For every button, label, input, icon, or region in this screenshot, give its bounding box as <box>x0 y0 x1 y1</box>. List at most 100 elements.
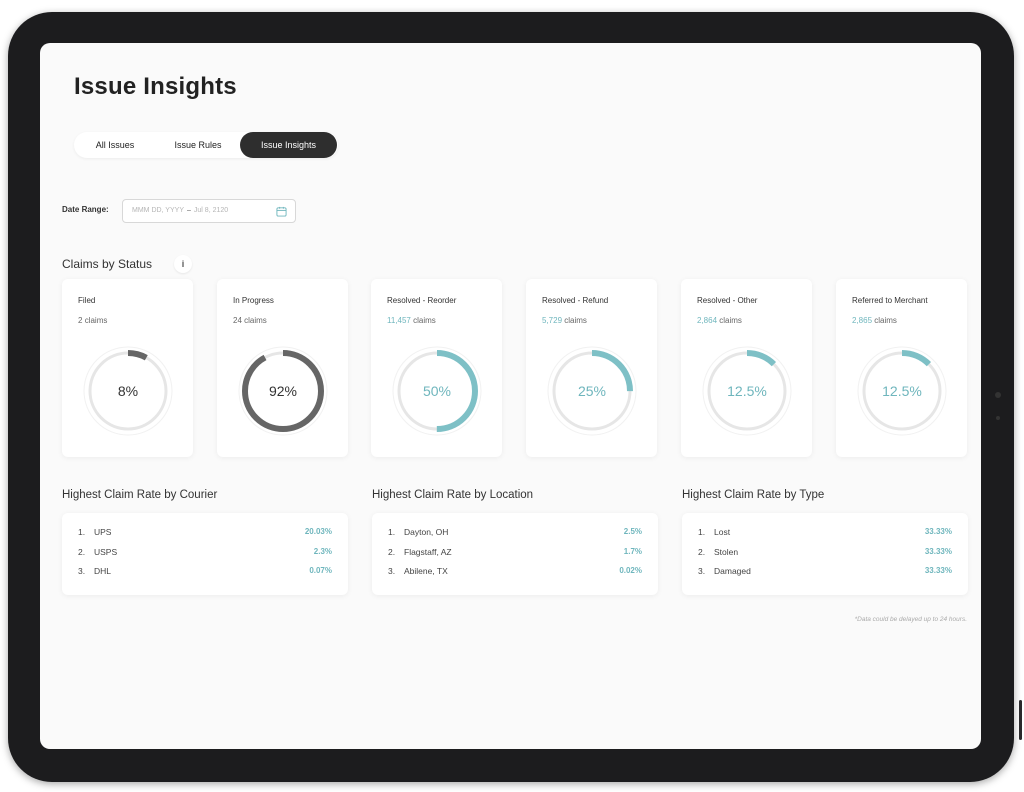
date-range-text: MMM DD, YYYY – Jul 8, 2120 <box>132 207 228 214</box>
list-item[interactable]: 2. USPS 2.3% <box>78 547 332 561</box>
claim-count: 11,457 <box>387 316 411 325</box>
status-card[interactable]: Filed 2 claims 8% <box>62 279 193 457</box>
tab-issue-rules[interactable]: Issue Rules <box>174 140 222 150</box>
claim-rate-title: Highest Claim Rate by Courier <box>62 489 218 501</box>
list-item[interactable]: 2. Stolen 33.33% <box>698 547 952 561</box>
ring-percent-label: 12.5% <box>882 383 922 399</box>
claim-rate-card: 1. Dayton, OH 2.5% 2. Flagstaff, AZ 1.7% 3. Abi… <box>372 513 658 595</box>
status-card-count: 2 claims <box>78 316 107 325</box>
status-card-count: 2,864 claims <box>697 316 742 325</box>
claim-count: 2,864 <box>697 316 718 325</box>
ring-outer-track <box>83 346 173 436</box>
list-item-name: Abilene, TX <box>404 566 448 576</box>
claim-unit: claims <box>564 316 587 325</box>
status-card[interactable]: Resolved - Refund 5,729 claims 25% <box>526 279 657 457</box>
calendar-icon[interactable] <box>276 206 287 217</box>
ring-outer-track <box>547 346 637 436</box>
list-item-rate: 33.33% <box>924 566 952 575</box>
status-card[interactable]: Resolved - Reorder 11,457 claims 50% <box>371 279 502 457</box>
ring-progress <box>87 350 169 432</box>
list-item-index: 1. <box>78 527 86 537</box>
list-item-index: 2. <box>698 546 706 557</box>
list-item-index: 2. <box>78 546 86 557</box>
tab-issue-insights[interactable]: Issue Insights <box>240 132 337 158</box>
list-item-index: 1. <box>388 527 396 537</box>
status-card-title: Resolved - Reorder <box>387 296 457 305</box>
status-card-title: Filed <box>78 296 96 305</box>
list-item-rate: 0.07% <box>309 566 332 575</box>
status-card[interactable]: In Progress 24 claims 92% <box>217 279 348 457</box>
ring-outer-track <box>702 346 792 436</box>
claim-count: 2 <box>78 316 83 325</box>
progress-ring <box>238 346 328 436</box>
status-card-count: 2,865 claims <box>852 316 897 325</box>
list-item-rate: 0.02% <box>619 566 642 575</box>
status-card-title: Referred to Merchant <box>852 296 928 305</box>
list-item[interactable]: 3. Damaged 33.33% <box>698 566 952 580</box>
progress-ring <box>547 346 637 436</box>
claim-count: 2,865 <box>852 316 873 325</box>
list-item-rate: 33.33% <box>924 546 952 556</box>
list-item-rate: 1.7% <box>623 546 642 556</box>
list-item-name: Stolen <box>714 546 739 557</box>
list-item-index: 3. <box>388 566 396 576</box>
list-item-name: USPS <box>94 546 118 557</box>
list-item[interactable]: 1. Dayton, OH 2.5% <box>388 527 642 541</box>
claim-unit: claims <box>719 316 742 325</box>
data-delay-footnote: *Data could be delayed up to 24 hours. <box>854 616 967 623</box>
list-item[interactable]: 2. Flagstaff, AZ 1.7% <box>388 547 642 561</box>
claim-unit: claims <box>413 316 436 325</box>
claim-rate-card: 1. Lost 33.33% 2. Stolen 33.33% 3. Damaged 33.33… <box>682 513 968 595</box>
list-item-name: DHL <box>94 566 112 576</box>
info-icon[interactable]: i <box>174 255 192 273</box>
status-card-title: Resolved - Refund <box>542 296 609 305</box>
tab-all-issues[interactable]: All Issues <box>95 140 135 150</box>
date-separator: – <box>187 207 191 214</box>
status-card-count: 24 claims <box>233 316 267 325</box>
list-item[interactable]: 3. DHL 0.07% <box>78 566 332 580</box>
tablet-side-button <box>1019 700 1022 740</box>
tab-bar: All Issues Issue Rules Issue Insights <box>74 132 338 158</box>
tablet-sensor <box>996 416 1000 420</box>
ring-progress <box>242 350 324 432</box>
status-card-count: 11,457 claims <box>387 316 436 325</box>
list-item-name: UPS <box>94 527 112 537</box>
claim-rate-title: Highest Claim Rate by Type <box>682 489 825 501</box>
list-item-index: 3. <box>78 566 86 576</box>
date-range-input[interactable]: MMM DD, YYYY – Jul 8, 2120 <box>122 199 296 223</box>
ring-progress <box>396 350 478 432</box>
list-item-name: Lost <box>714 527 731 537</box>
progress-ring <box>857 346 947 436</box>
list-item[interactable]: 1. UPS 20.03% <box>78 527 332 541</box>
status-card-title: Resolved - Other <box>697 296 758 305</box>
claim-count: 5,729 <box>542 316 563 325</box>
ring-percent-label: 25% <box>577 383 607 399</box>
list-item-index: 3. <box>698 566 706 576</box>
list-item-name: Damaged <box>714 566 751 576</box>
list-item-rate: 2.5% <box>623 527 642 536</box>
ring-percent-label: 12.5% <box>727 383 767 399</box>
ring-progress <box>861 350 943 432</box>
page-title: Issue Insights <box>74 73 237 100</box>
claim-rate-title: Highest Claim Rate by Location <box>372 489 534 501</box>
progress-ring <box>83 346 173 436</box>
date-start-placeholder: MMM DD, YYYY <box>132 207 184 214</box>
status-card[interactable]: Referred to Merchant 2,865 claims 12.5% <box>836 279 967 457</box>
ring-progress <box>551 350 633 432</box>
ring-percent-label: 8% <box>117 383 139 399</box>
claims-by-status-title: Claims by Status <box>62 257 153 271</box>
tablet-camera <box>995 392 1001 398</box>
list-item[interactable]: 1. Lost 33.33% <box>698 527 952 541</box>
claim-unit: claims <box>874 316 897 325</box>
list-item-name: Dayton, OH <box>404 527 449 537</box>
status-card[interactable]: Resolved - Other 2,864 claims 12.5% <box>681 279 812 457</box>
ring-outer-track <box>238 346 328 436</box>
claim-count: 24 <box>233 316 242 325</box>
app-screen: Issue Insights All Issues Issue Rules Is… <box>40 43 981 749</box>
list-item[interactable]: 3. Abilene, TX 0.02% <box>388 566 642 580</box>
claim-unit: claims <box>84 316 108 325</box>
list-item-rate: 20.03% <box>304 527 332 536</box>
list-item-rate: 2.3% <box>313 546 332 556</box>
progress-ring <box>702 346 792 436</box>
list-item-rate: 33.33% <box>924 527 952 536</box>
